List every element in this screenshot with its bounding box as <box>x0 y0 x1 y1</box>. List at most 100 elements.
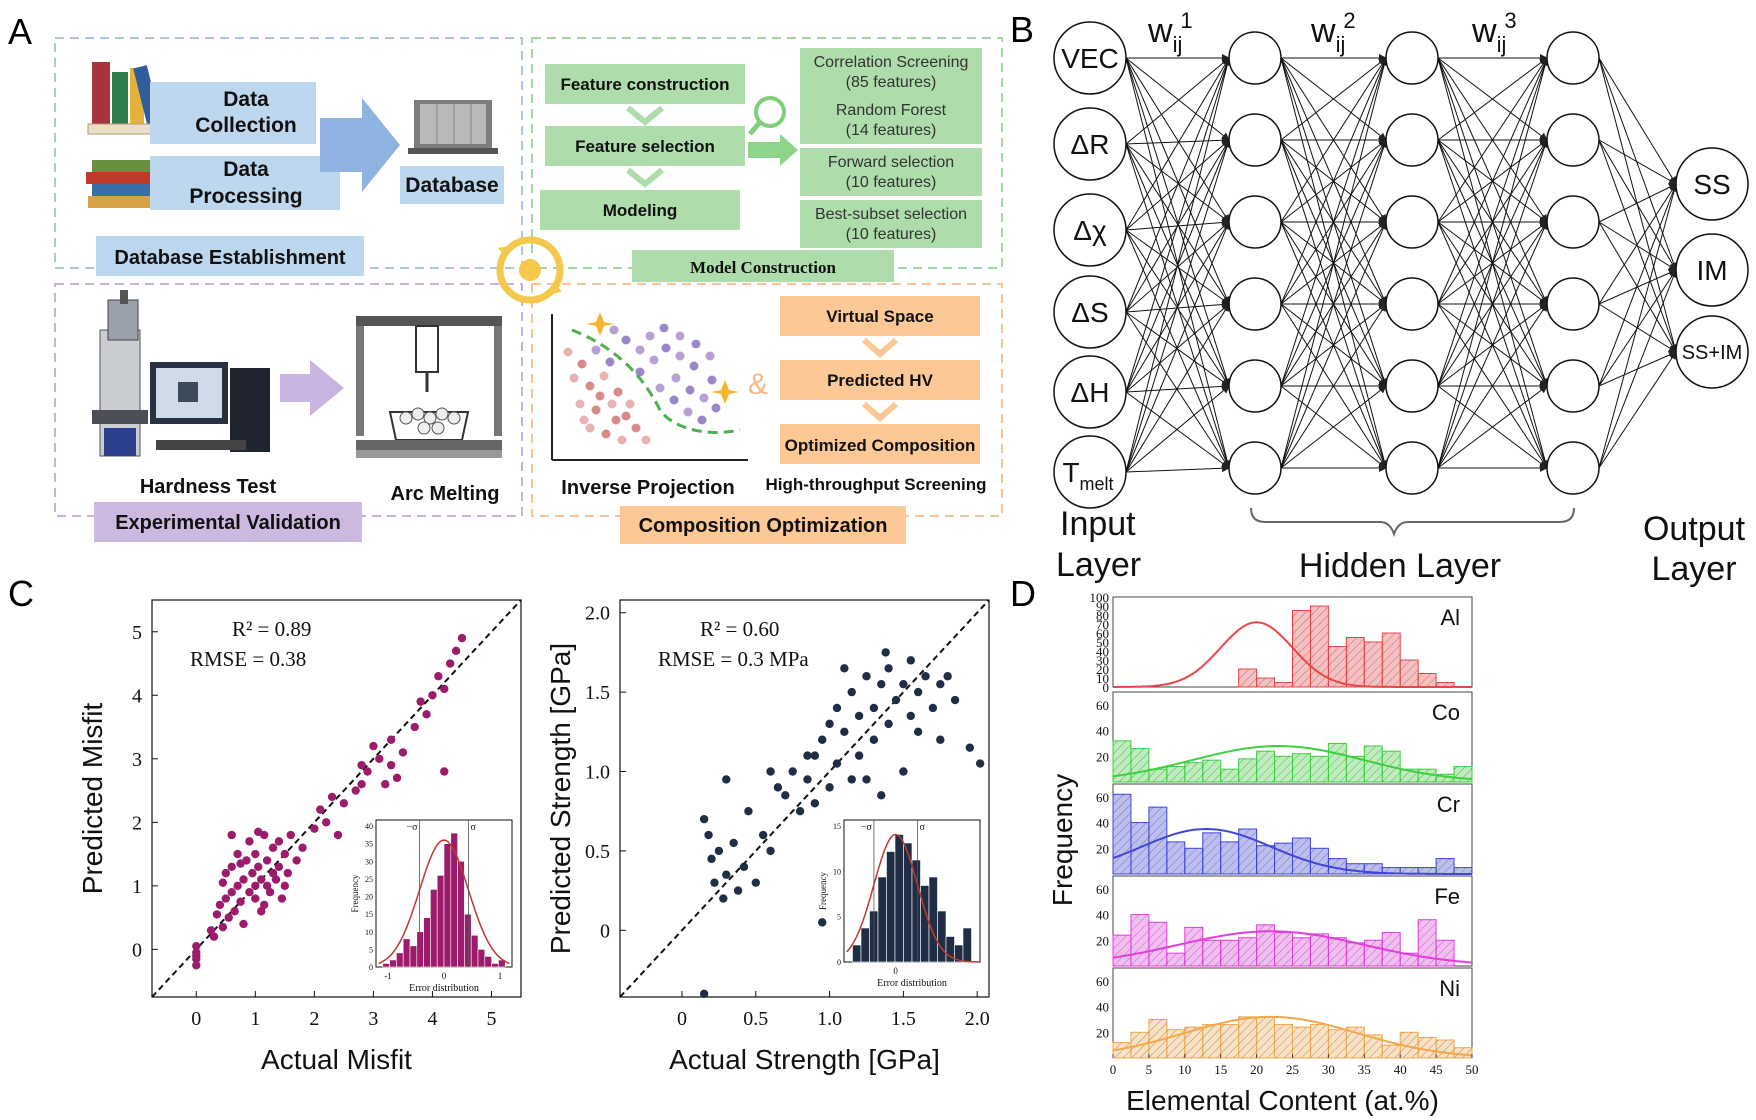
screening-line2-1: (14 features) <box>846 122 937 139</box>
data-point <box>262 856 272 865</box>
inset-bar <box>436 875 445 968</box>
connection-line <box>1125 57 1231 313</box>
x-tick-label: 0.5 <box>743 1008 768 1030</box>
connection-line <box>1598 183 1677 305</box>
histogram-bar-hatch <box>1274 1024 1293 1058</box>
weight-sup: 1 <box>1180 8 1192 33</box>
modeling-block <box>540 190 740 230</box>
experimental-validation-label: Experimental Validation <box>115 512 341 534</box>
histogram-bar-hatch <box>1364 1034 1383 1058</box>
histogram-bar-hatch <box>1436 682 1455 687</box>
data-point <box>840 664 849 673</box>
data-point <box>392 773 402 783</box>
inset-y-label: Frequency <box>350 874 360 912</box>
histogram-bar-hatch <box>1364 746 1383 782</box>
data-point <box>233 849 242 859</box>
model-construction-label: Model Construction <box>690 258 836 277</box>
weight-base: w <box>1310 12 1336 50</box>
input-node <box>1053 107 1127 181</box>
sample-dot <box>661 343 671 353</box>
histogram-bar-hatch <box>1328 858 1347 874</box>
predicted-hv-block <box>780 360 980 400</box>
inset-bar <box>457 860 465 968</box>
data-point <box>899 767 908 776</box>
sample-dot <box>617 435 627 445</box>
x-tick-label: 2.0 <box>965 1008 990 1030</box>
inset-bar <box>911 859 921 963</box>
y-tick-label: 20 <box>1096 933 1109 948</box>
inset-bar <box>470 934 479 968</box>
hidden-node <box>1385 31 1439 85</box>
y-tick-label: 1.0 <box>585 762 610 784</box>
rmse-annotation: RMSE = 0.38 <box>190 647 306 671</box>
sample-dot <box>591 405 601 415</box>
inset-bar <box>464 913 472 968</box>
input-node-base: ΔS <box>1071 297 1108 328</box>
y-tick-label: 2 <box>132 812 142 834</box>
inset-x-tick: 1 <box>498 971 503 981</box>
histogram-bar-hatch <box>1148 922 1167 966</box>
weight-label: wij2 <box>1310 8 1356 57</box>
arrow-to-database-icon <box>320 98 400 192</box>
hidden-node <box>1385 441 1439 495</box>
histogram-bar-hatch <box>1220 1024 1239 1058</box>
connection-line <box>1125 143 1230 223</box>
data-point <box>704 830 713 840</box>
data-point <box>729 838 738 848</box>
hardness-test-label: Hardness Test <box>140 476 277 498</box>
histogram-bar-hatch <box>1184 848 1203 874</box>
y-tick-label: 50 <box>1096 635 1109 650</box>
histogram-bar-hatch <box>1364 863 1383 874</box>
data-point <box>386 760 396 770</box>
inset-bar <box>402 938 411 968</box>
y-tick-label: 30 <box>1096 653 1109 668</box>
connection-line <box>1280 57 1387 305</box>
data-point <box>274 862 284 871</box>
y-tick-label: 20 <box>1096 662 1109 677</box>
y-tick-label: 40 <box>1096 724 1109 739</box>
data-point <box>209 932 219 941</box>
inset-bar <box>382 963 390 968</box>
experimental-validation-block <box>94 502 362 542</box>
sample-dot <box>625 399 635 409</box>
histogram-bar-hatch <box>1310 606 1329 687</box>
inverse-projection-plot <box>551 312 748 461</box>
histogram-bar-hatch <box>1184 1027 1203 1058</box>
input-layer-label-1: Input <box>1060 505 1136 543</box>
data-point <box>259 900 269 910</box>
inset-bar <box>450 832 458 968</box>
data-point <box>913 727 923 737</box>
input-node-label: Δχ <box>1073 215 1107 246</box>
y-tick-label: 1.5 <box>585 682 610 704</box>
histogram-bar-hatch <box>1148 769 1167 782</box>
x-axis-label: Elemental Content (at.%) <box>1126 1085 1439 1116</box>
data-point <box>230 907 239 916</box>
histogram-bar-hatch <box>1130 914 1149 966</box>
histogram-bar-hatch <box>1310 756 1329 782</box>
database-establishment-label: Database Establishment <box>114 247 346 269</box>
sample-dot <box>675 331 685 341</box>
series-label: Cr <box>1437 792 1460 817</box>
inset-bar <box>423 917 431 968</box>
sample-dot <box>609 325 619 335</box>
series-label: Ni <box>1439 976 1460 1001</box>
weight-sub: ij <box>1497 32 1507 57</box>
data-point <box>854 751 864 760</box>
output-node-label: SS <box>1693 169 1730 200</box>
histogram-bar-hatch <box>1400 660 1419 687</box>
panel-c: C 0 1 2 3 4 5 0 1 2 3 4 5 R² = 0.89 RMSE = 0.38 Actual… <box>8 573 990 1075</box>
data-point <box>913 687 923 697</box>
histogram-bar-hatch <box>1328 1029 1347 1058</box>
hidden-node <box>1385 195 1439 249</box>
inset-y-tick: 5 <box>369 945 373 954</box>
hidden-node <box>1546 195 1600 249</box>
x-tick-label: 1.0 <box>817 1008 842 1030</box>
fit-curve <box>1112 930 1473 964</box>
weight-sub: ij <box>1173 32 1183 57</box>
input-node <box>1053 435 1127 509</box>
data-point <box>722 775 731 784</box>
y-tick-label: 70 <box>1096 617 1109 632</box>
histogram-bar-hatch <box>1346 942 1365 966</box>
connection-line <box>1598 351 1677 469</box>
data-point <box>381 780 390 789</box>
